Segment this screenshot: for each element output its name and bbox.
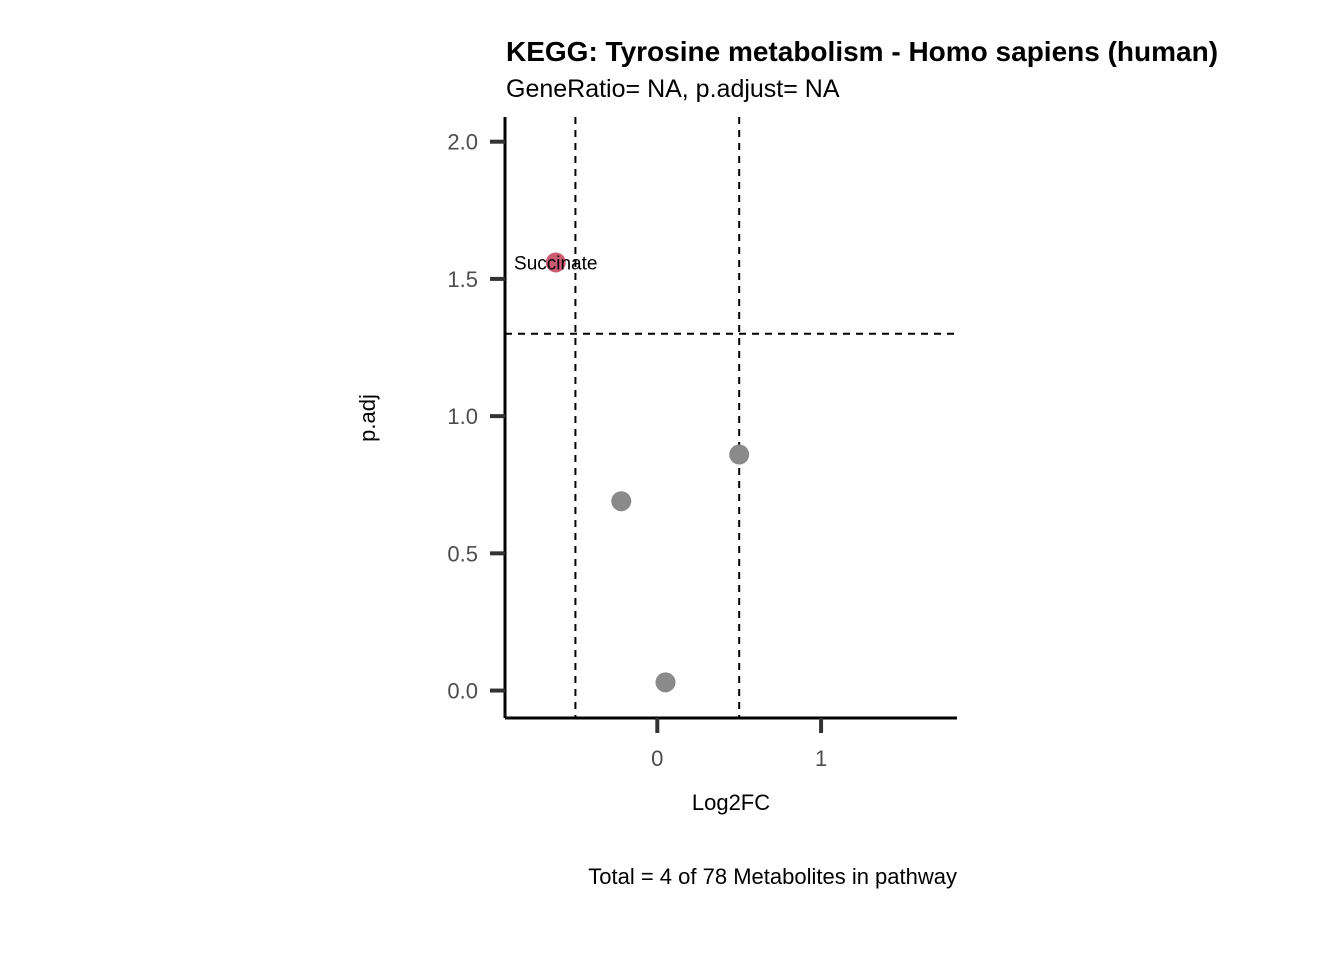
y-tick-label-4: 2.0 (447, 130, 478, 155)
data-point-3 (655, 672, 676, 693)
x-tick-label-1: 1 (815, 746, 827, 771)
data-points (545, 252, 750, 693)
data-point-2 (729, 444, 750, 465)
data-point-0 (545, 252, 566, 273)
point-labels: Succinate (514, 253, 597, 274)
data-point-1 (611, 491, 632, 512)
y-axis-title: p.adj (355, 394, 380, 442)
chart-title: KEGG: Tyrosine metabolism - Homo sapiens… (506, 36, 1218, 67)
y-tick-label-1: 0.5 (447, 541, 478, 566)
y-axis-ticks: 0.0 0.5 1.0 1.5 2.0 (447, 130, 505, 704)
point-label-0: Succinate (514, 253, 597, 274)
reference-lines (505, 117, 957, 718)
y-tick-label-3: 1.5 (447, 267, 478, 292)
x-tick-label-0: 0 (651, 746, 663, 771)
chart-caption: Total = 4 of 78 Metabolites in pathway (588, 864, 957, 889)
chart-subtitle: GeneRatio= NA, p.adjust= NA (506, 75, 840, 103)
y-tick-label-2: 1.0 (447, 404, 478, 429)
x-axis-title: Log2FC (692, 790, 770, 815)
y-tick-label-0: 0.0 (447, 679, 478, 704)
